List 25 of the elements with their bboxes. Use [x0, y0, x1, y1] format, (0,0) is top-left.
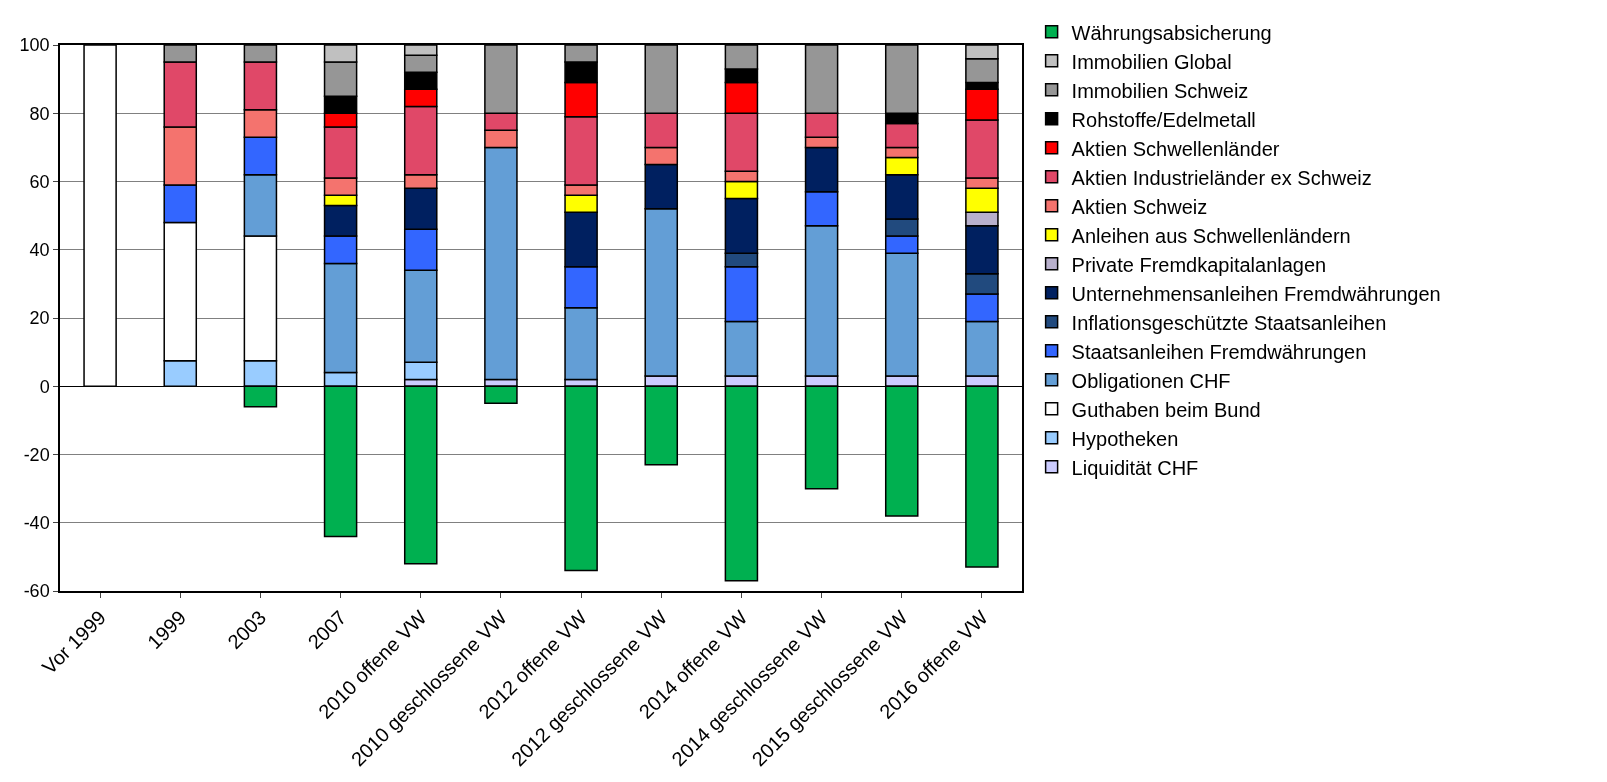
y-tick-label: -60	[23, 581, 50, 602]
legend-label: Guthaben beim Bund	[1071, 398, 1261, 421]
legend-label: Rohstoffe/Edelmetall	[1071, 108, 1256, 131]
legend-label: Währungsabsicherung	[1071, 21, 1272, 44]
y-tick-label: 100	[19, 35, 50, 56]
legend-label: Private Fremdkapitalanlagen	[1071, 253, 1327, 276]
legend-label: Obligationen CHF	[1071, 369, 1231, 392]
y-tick-label: 20	[29, 308, 50, 329]
legend-label: Aktien Industrieländer ex Schweiz	[1071, 166, 1372, 189]
y-tick-label: 40	[29, 240, 50, 261]
legend-label: Immobilien Schweiz	[1071, 79, 1249, 102]
y-tick-label: -40	[23, 513, 50, 534]
legend-label: Hypotheken	[1071, 427, 1179, 450]
legend-label: Inflationsgeschützte Staatsanleihen	[1071, 311, 1387, 334]
legend-label: Liquidität CHF	[1071, 456, 1199, 479]
legend-label: Immobilien Global	[1071, 50, 1232, 73]
legend-label: Unternehmensanleihen Fremdwährungen	[1071, 282, 1441, 305]
y-tick-label: 80	[29, 103, 50, 124]
legend-label: Staatsanleihen Fremdwährungen	[1071, 340, 1367, 363]
legend-label: Aktien Schwellenländer	[1071, 137, 1280, 160]
y-tick-label: 0	[39, 376, 50, 397]
y-tick-label: -20	[23, 444, 50, 465]
legend-label: Anleihen aus Schwellenländern	[1071, 224, 1351, 247]
legend-label: Aktien Schweiz	[1071, 195, 1208, 218]
y-tick-label: 60	[29, 171, 50, 192]
